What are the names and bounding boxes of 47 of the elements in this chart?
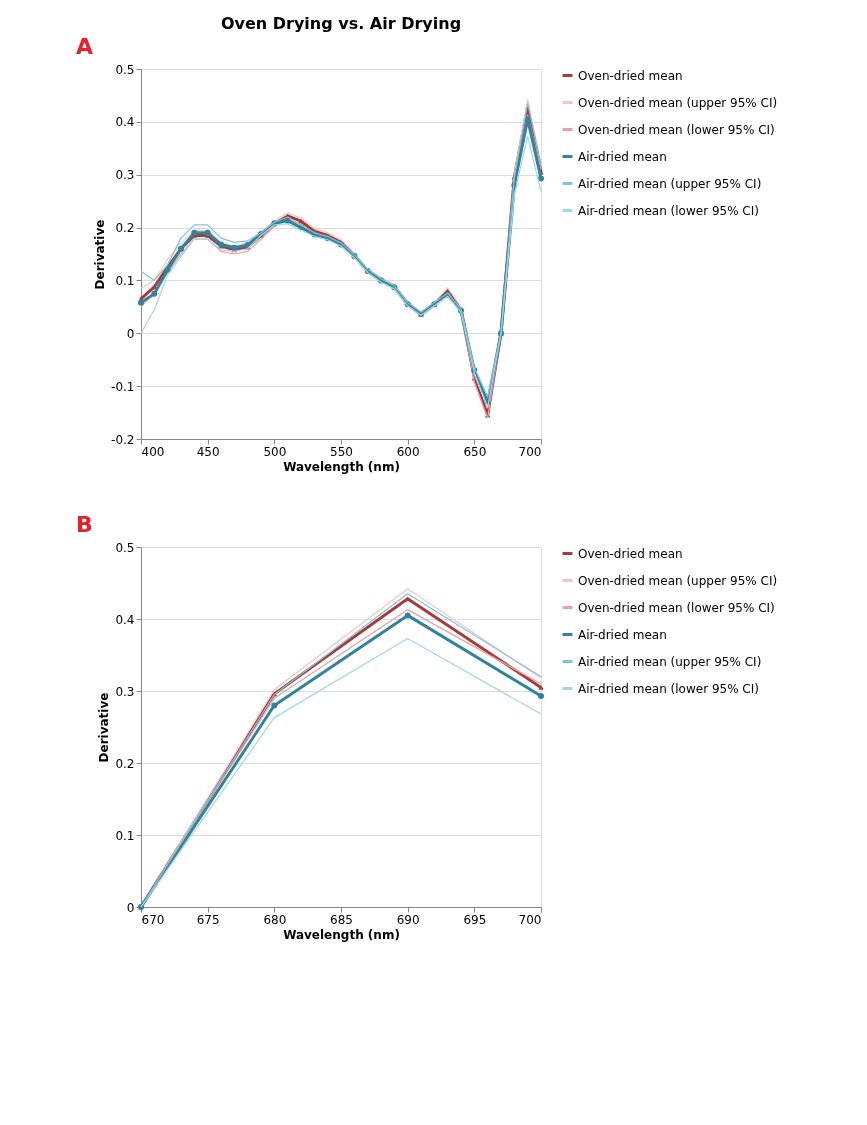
text: A — [76, 34, 94, 59]
x-tick-label: 650 — [463, 444, 487, 459]
legend-label: Air-dried mean (lower 95% CI) — [578, 681, 759, 696]
legend-label: Oven-dried mean (lower 95% CI) — [578, 122, 775, 137]
y-tick-label: 0.1 — [115, 828, 135, 843]
legend-label: Air-dried mean — [578, 627, 667, 642]
x-axis-title: Wavelength (nm) — [283, 459, 400, 474]
x-tick-label: 550 — [330, 444, 353, 459]
x-tick-label: 400 — [141, 444, 165, 459]
x-tick-label: 685 — [330, 912, 353, 927]
legend-label: Air-dried mean (lower 95% CI) — [578, 203, 759, 218]
y-tick-label: 0.4 — [115, 612, 135, 627]
y-tick-label: 0.5 — [115, 540, 135, 555]
x-tick-label: 695 — [463, 912, 487, 927]
x-tick-label: 670 — [141, 912, 165, 927]
y-tick-label: -0.1 — [111, 379, 135, 394]
x-tick-label: 690 — [396, 912, 420, 927]
text: B — [76, 512, 93, 537]
x-tick-label: 680 — [263, 912, 287, 927]
legend-label: Air-dried mean (upper 95% CI) — [578, 654, 762, 669]
legend-label: Oven-dried mean (upper 95% CI) — [578, 95, 778, 110]
x-tick-label: 700 — [518, 444, 542, 459]
y-tick-label: 0.2 — [115, 221, 135, 236]
y-tick-label: 0.5 — [115, 62, 135, 77]
x-tick-label: 450 — [196, 444, 220, 459]
chart-title: Oven Drying vs. Air Drying — [220, 14, 462, 33]
y-tick-label: 0.2 — [115, 756, 135, 771]
y-tick-label: 0.4 — [115, 115, 135, 130]
y-tick-label: -0.2 — [111, 432, 135, 447]
x-tick-label: 500 — [263, 444, 287, 459]
legend-label: Air-dried mean (upper 95% CI) — [578, 176, 762, 191]
y-tick-label: 0 — [126, 326, 135, 341]
y-tick-label: 0.3 — [115, 684, 135, 699]
legend-label: Oven-dried mean — [578, 546, 683, 561]
x-tick-label: 675 — [196, 912, 220, 927]
x-axis-title: Wavelength (nm) — [283, 927, 400, 942]
y-axis-title: Derivative — [97, 692, 112, 763]
legend-label: Air-dried mean — [578, 149, 667, 164]
y-tick-label: 0.1 — [115, 273, 135, 288]
x-tick-label: 700 — [518, 912, 542, 927]
legend-label: Oven-dried mean (lower 95% CI) — [578, 600, 775, 615]
y-axis-title: Derivative — [93, 219, 108, 290]
x-tick-label: 600 — [396, 444, 420, 459]
legend-label: Oven-dried mean (upper 95% CI) — [578, 573, 778, 588]
legend-label: Oven-dried mean — [578, 68, 683, 83]
y-tick-label: 0 — [126, 900, 135, 915]
y-tick-label: 0.3 — [115, 168, 135, 183]
